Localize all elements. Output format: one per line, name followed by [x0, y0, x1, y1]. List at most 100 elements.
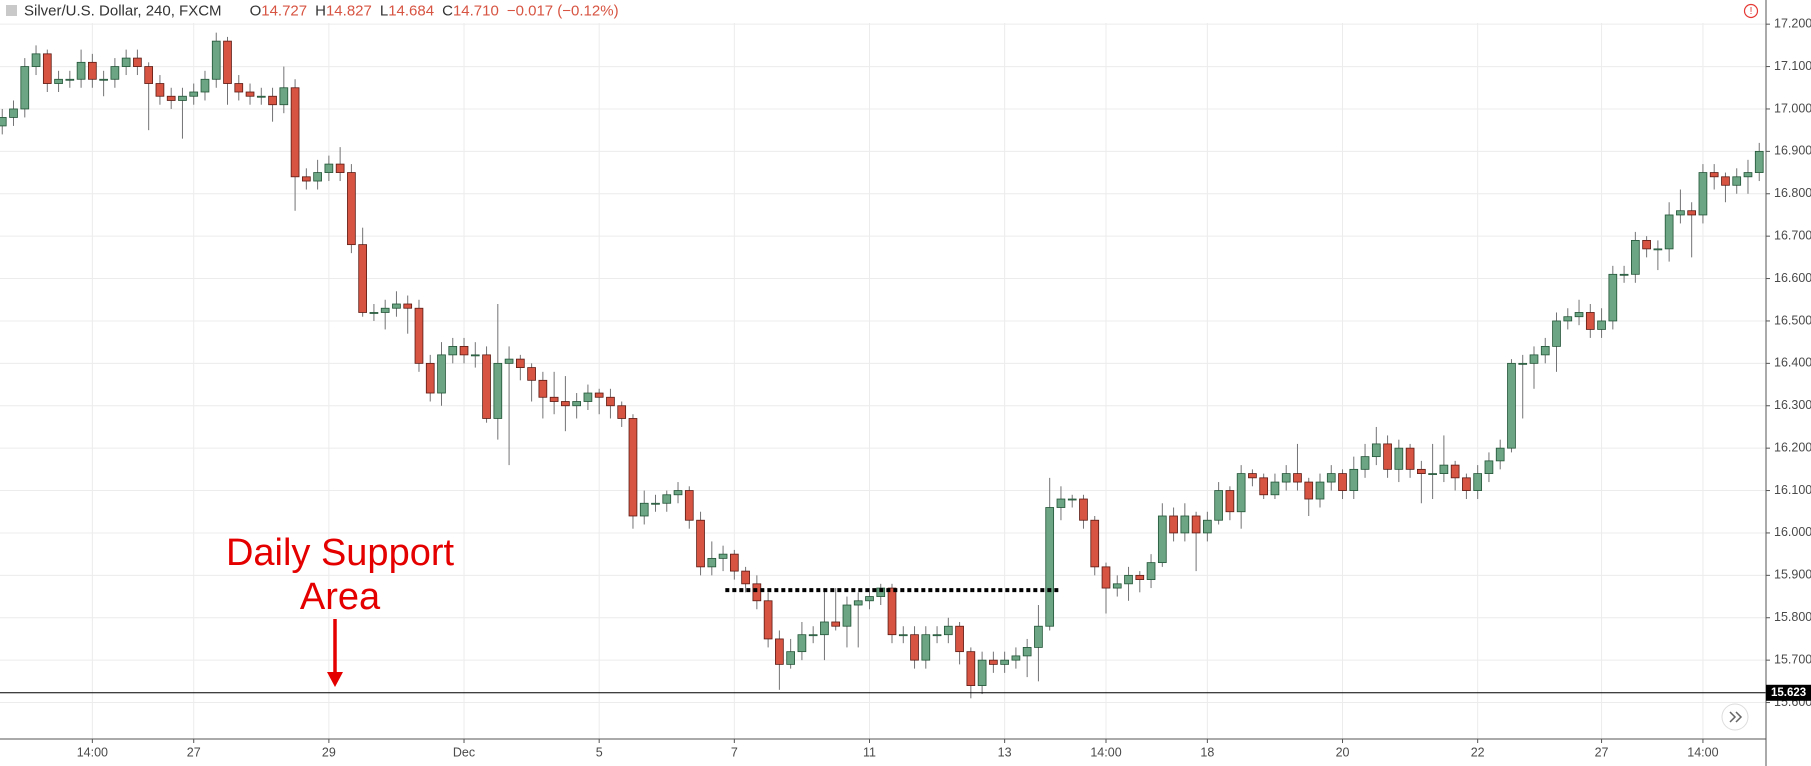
candle-body: [335, 163, 345, 173]
price-tag-label: 15.623: [1771, 687, 1806, 699]
candle-body: [1619, 273, 1629, 276]
annotation: Daily Support: [226, 532, 455, 574]
candle-body: [696, 519, 705, 568]
candle-body: [977, 659, 987, 686]
candle-body: [1056, 498, 1066, 508]
candle-body: [628, 418, 638, 517]
candle-body: [1360, 456, 1370, 470]
candle-body: [211, 40, 221, 80]
candle-body: [1462, 477, 1471, 491]
candle-body: [1574, 312, 1584, 318]
x-tick-label: 18: [1200, 745, 1214, 759]
candle-body: [324, 163, 334, 173]
candle-body: [887, 587, 897, 636]
candle-body: [1484, 460, 1494, 474]
candle-body: [1405, 447, 1415, 470]
candle-body: [1552, 320, 1561, 347]
candle-body: [1101, 566, 1111, 589]
candle-body: [392, 303, 401, 309]
candle-body: [448, 345, 458, 356]
x-tick-label: 11: [863, 745, 876, 759]
candle-body: [1371, 443, 1381, 458]
candle-body: [876, 587, 886, 597]
candle-body: [966, 651, 976, 686]
candle-body: [1124, 574, 1133, 585]
candle-body: [1518, 362, 1528, 365]
candle-body: [572, 401, 581, 407]
candle-body: [256, 95, 266, 98]
candle-body: [1270, 481, 1280, 496]
candle-body: [1112, 583, 1122, 589]
candle-body: [200, 78, 210, 93]
candle-body: [1045, 507, 1055, 627]
candle-body: [741, 570, 750, 585]
scroll-button[interactable]: [1721, 703, 1749, 731]
candle-body: [1642, 239, 1651, 250]
x-tick-label: 13: [998, 745, 1012, 759]
symbol-icon[interactable]: [6, 5, 17, 16]
y-tick-label: 16.900: [1774, 144, 1811, 158]
candle-body: [955, 625, 964, 653]
candle-body: [493, 362, 503, 419]
candle-body: [639, 502, 649, 517]
quote-value: 14.827: [326, 2, 372, 19]
candle-body: [1248, 473, 1257, 479]
candle-body: [989, 659, 998, 665]
alert-mark: !: [1750, 6, 1753, 17]
candle-body: [133, 57, 142, 67]
x-tick-label: 7: [731, 745, 738, 759]
candle-body: [527, 367, 536, 381]
alert-icon[interactable]: [1743, 3, 1759, 19]
candle-body: [1281, 473, 1291, 483]
candle-body: [1732, 176, 1742, 186]
y-tick-label: 16.200: [1774, 440, 1811, 454]
y-tick-label: 16.000: [1774, 525, 1811, 539]
candle-body: [1203, 519, 1212, 534]
candle-body: [1090, 519, 1100, 568]
x-tick-label: 27: [187, 745, 201, 759]
y-tick-label: 16.100: [1774, 483, 1811, 497]
candle-body: [1709, 172, 1719, 178]
y-tick-label: 17.000: [1774, 101, 1811, 115]
x-tick-label: 29: [322, 745, 336, 759]
x-tick-label: 14:00: [77, 745, 108, 759]
quote-key: O: [250, 2, 262, 19]
x-tick-label: 14:00: [1090, 745, 1121, 759]
candle-body: [234, 83, 244, 93]
candle-body: [31, 53, 41, 67]
candle-body: [673, 490, 683, 496]
y-tick-label: 16.400: [1774, 356, 1811, 370]
candle-body: [1383, 443, 1392, 470]
x-tick-label: 27: [1595, 745, 1609, 759]
symbol: Silver/U.S. Dollar, 240, FXCM: [24, 2, 222, 19]
candle-body: [1698, 172, 1708, 216]
candle-body: [538, 379, 548, 398]
quote-key: L: [380, 2, 388, 19]
candle-body: [1034, 625, 1043, 648]
candle-body: [403, 303, 413, 309]
candle-body: [144, 66, 154, 84]
candle-body: [121, 57, 131, 67]
candle-body: [651, 502, 660, 505]
y-tick-label: 16.800: [1774, 186, 1811, 200]
candle-body: [1597, 320, 1606, 330]
candle-body: [718, 553, 728, 559]
candle-body: [853, 600, 863, 606]
candle-body: [1585, 312, 1595, 330]
candle-body: [482, 354, 491, 419]
candle-body: [425, 362, 435, 394]
candle-body: [279, 87, 289, 106]
candle-body: [88, 61, 97, 80]
candle-body: [898, 634, 908, 637]
candle-body: [76, 61, 86, 80]
x-tick-label: Dec: [453, 745, 475, 759]
candle-body: [1236, 473, 1246, 513]
candle-body: [1529, 354, 1539, 364]
candle-body: [110, 66, 120, 80]
candle-body: [1180, 515, 1190, 534]
candle-body: [662, 494, 672, 504]
candle-body: [9, 108, 18, 118]
candle-body: [1214, 490, 1223, 521]
candle-body: [1315, 481, 1325, 500]
candle-body: [1495, 447, 1505, 462]
